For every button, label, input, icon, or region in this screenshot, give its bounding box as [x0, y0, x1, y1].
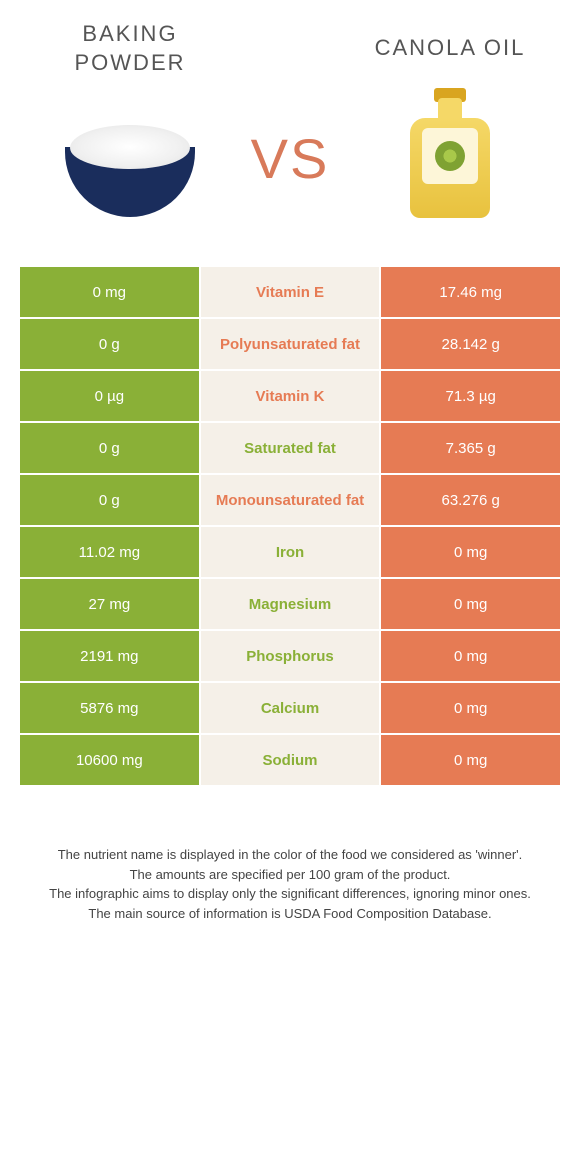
- food-right-title: CANOLA OIL: [375, 34, 526, 63]
- nutrient-name: Vitamin K: [201, 371, 380, 421]
- value-right: 0 mg: [381, 683, 560, 733]
- bowl-icon: [65, 147, 195, 217]
- table-row: 0 mgVitamin E17.46 mg: [20, 267, 560, 317]
- nutrient-name: Saturated fat: [201, 423, 380, 473]
- value-left: 0 g: [20, 475, 199, 525]
- table-row: 10600 mgSodium0 mg: [20, 735, 560, 785]
- food-left-title: BAKING POWDER: [30, 20, 230, 77]
- value-left: 10600 mg: [20, 735, 199, 785]
- bottle-icon: [410, 88, 490, 218]
- value-left: 27 mg: [20, 579, 199, 629]
- food-left-image: [55, 87, 205, 237]
- food-right: CANOLA OIL: [350, 34, 550, 223]
- nutrient-name: Phosphorus: [201, 631, 380, 681]
- table-row: 0 gPolyunsaturated fat28.142 g: [20, 319, 560, 369]
- table-row: 0 gMonounsaturated fat63.276 g: [20, 475, 560, 525]
- value-right: 63.276 g: [381, 475, 560, 525]
- value-left: 0 µg: [20, 371, 199, 421]
- value-left: 11.02 mg: [20, 527, 199, 577]
- value-right: 7.365 g: [381, 423, 560, 473]
- value-left: 5876 mg: [20, 683, 199, 733]
- food-left: BAKING POWDER: [30, 20, 230, 237]
- nutrient-name: Sodium: [201, 735, 380, 785]
- value-left: 2191 mg: [20, 631, 199, 681]
- value-right: 0 mg: [381, 579, 560, 629]
- nutrient-name: Vitamin E: [201, 267, 380, 317]
- nutrient-table: 0 mgVitamin E17.46 mg0 gPolyunsaturated …: [20, 267, 560, 785]
- value-right: 28.142 g: [381, 319, 560, 369]
- food-right-image: [375, 73, 525, 223]
- value-right: 71.3 µg: [381, 371, 560, 421]
- value-right: 0 mg: [381, 527, 560, 577]
- table-row: 5876 mgCalcium0 mg: [20, 683, 560, 733]
- value-right: 0 mg: [381, 631, 560, 681]
- table-row: 27 mgMagnesium0 mg: [20, 579, 560, 629]
- value-left: 0 g: [20, 423, 199, 473]
- footer-notes: The nutrient name is displayed in the co…: [40, 845, 540, 923]
- vs-label: VS: [251, 126, 330, 191]
- nutrient-name: Polyunsaturated fat: [201, 319, 380, 369]
- value-left: 0 g: [20, 319, 199, 369]
- footer-line-3: The infographic aims to display only the…: [40, 884, 540, 904]
- table-row: 11.02 mgIron0 mg: [20, 527, 560, 577]
- table-row: 2191 mgPhosphorus0 mg: [20, 631, 560, 681]
- footer-line-2: The amounts are specified per 100 gram o…: [40, 865, 540, 885]
- table-row: 0 gSaturated fat7.365 g: [20, 423, 560, 473]
- nutrient-name: Calcium: [201, 683, 380, 733]
- table-row: 0 µgVitamin K71.3 µg: [20, 371, 560, 421]
- footer-line-4: The main source of information is USDA F…: [40, 904, 540, 924]
- header: BAKING POWDER VS CANOLA OIL: [0, 0, 580, 247]
- value-right: 0 mg: [381, 735, 560, 785]
- nutrient-name: Iron: [201, 527, 380, 577]
- nutrient-name: Monounsaturated fat: [201, 475, 380, 525]
- value-left: 0 mg: [20, 267, 199, 317]
- footer-line-1: The nutrient name is displayed in the co…: [40, 845, 540, 865]
- value-right: 17.46 mg: [381, 267, 560, 317]
- nutrient-name: Magnesium: [201, 579, 380, 629]
